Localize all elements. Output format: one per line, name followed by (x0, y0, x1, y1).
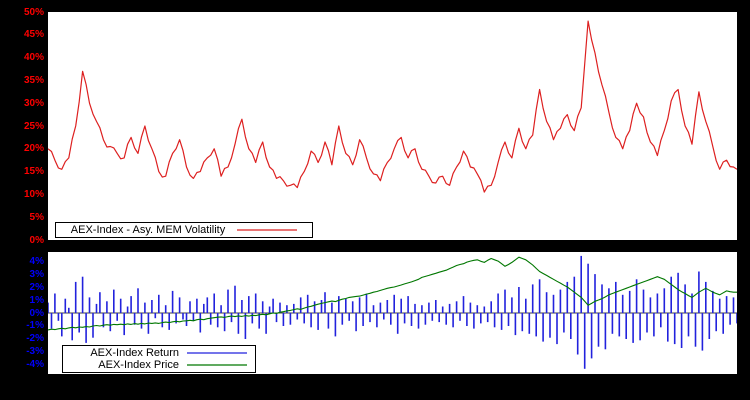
return-legend-label: AEX-Index Return (90, 347, 179, 359)
volatility-y-tick-label: 20% (23, 143, 44, 155)
return-y-tick-label: 3% (29, 268, 44, 280)
volatility-plot: AEX-Index - Asy. MEM Volatility (48, 12, 737, 240)
volatility-y-tick-label: 40% (23, 52, 44, 64)
price-legend-label: AEX-Index Price (98, 359, 179, 371)
volatility-y-tick-label: 15% (23, 166, 44, 178)
volatility-legend-label: AEX-Index - Asy. MEM Volatility (70, 224, 226, 236)
return-y-tick-label: 0% (29, 307, 44, 319)
price-legend-swatch-icon (187, 364, 247, 366)
volatility-y-tick-label: 45% (23, 29, 44, 41)
volatility-legend-swatch-icon (237, 229, 298, 231)
return-y-tick-label: 4% (29, 255, 44, 267)
return-y-tick-label: -1% (26, 320, 44, 332)
return-price-chart (48, 255, 737, 369)
return-legend-row: AEX-Index Return (71, 347, 247, 359)
volatility-y-tick-label: 50% (23, 6, 44, 18)
volatility-y-tick-label: 0% (29, 234, 44, 246)
volatility-legend: AEX-Index - Asy. MEM Volatility (55, 222, 313, 238)
volatility-y-tick-label: 10% (23, 188, 44, 200)
return-y-tick-label: 1% (29, 294, 44, 306)
return-y-tick-label: -3% (26, 346, 44, 358)
return-price-plot: AEX-Index Return AEX-Index Price (48, 252, 737, 374)
return-y-tick-label: 2% (29, 281, 44, 293)
price-legend-row: AEX-Index Price (71, 359, 247, 371)
return-y-tick-label: -4% (26, 359, 44, 371)
return-price-legend: AEX-Index Return AEX-Index Price (62, 345, 256, 373)
return-y-tick-label: -2% (26, 333, 44, 345)
volatility-line-chart (48, 20, 737, 193)
volatility-y-tick-label: 5% (29, 211, 44, 223)
volatility-y-tick-label: 35% (23, 74, 44, 86)
volatility-y-tick-label: 30% (23, 97, 44, 109)
volatility-y-tick-label: 25% (23, 120, 44, 132)
return-legend-swatch-icon (187, 352, 247, 354)
